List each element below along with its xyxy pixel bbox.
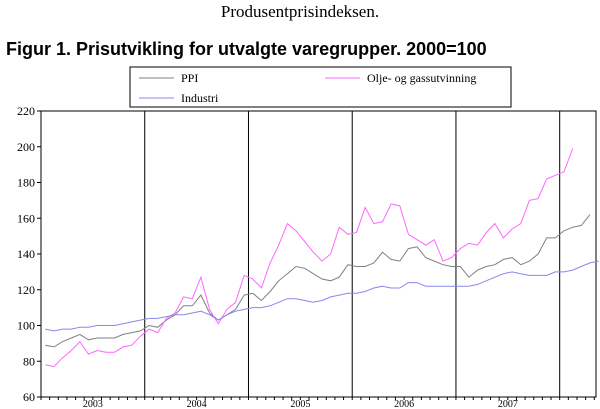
legend-label: Industri [181, 91, 219, 105]
year-grid [144, 111, 561, 397]
y-tick-label: 160 [17, 211, 35, 225]
x-tick-label: 2005 [290, 399, 310, 409]
series-line [45, 260, 599, 332]
legend-label: PPI [181, 71, 198, 85]
y-tick-label: 120 [17, 283, 35, 297]
x-tick-label: 2006 [394, 399, 414, 409]
legend-label: Olje- og gassutvinning [367, 71, 476, 85]
series-lines [45, 148, 599, 368]
legend-box [129, 66, 512, 108]
page-header: Produsentprisindeksen. [220, 2, 380, 21]
y-tick-label: 180 [17, 176, 35, 190]
y-tick-label: 140 [17, 247, 35, 261]
x-axis: 2003 2004 2005 2006 2007 [40, 397, 595, 409]
y-tick-label: 100 [17, 319, 35, 333]
y-tick-label: 200 [17, 140, 35, 154]
legend: PPI Olje- og gassutvinning Industri [129, 66, 512, 108]
y-tick-label: 60 [23, 390, 35, 404]
x-tick-label: 2003 [83, 399, 103, 409]
figure-title: Figur 1. Prisutvikling for utvalgte vare… [6, 39, 487, 59]
plot-area [40, 110, 597, 398]
x-tick-label: 2007 [498, 399, 518, 409]
series-line [45, 214, 591, 348]
series-line [45, 148, 574, 368]
x-tick-label: 2004 [187, 399, 207, 409]
y-tick-label: 220 [17, 104, 35, 118]
y-axis: 60 80 100 120 140 160 180 200 220 [17, 104, 41, 404]
y-tick-label: 80 [23, 354, 35, 368]
